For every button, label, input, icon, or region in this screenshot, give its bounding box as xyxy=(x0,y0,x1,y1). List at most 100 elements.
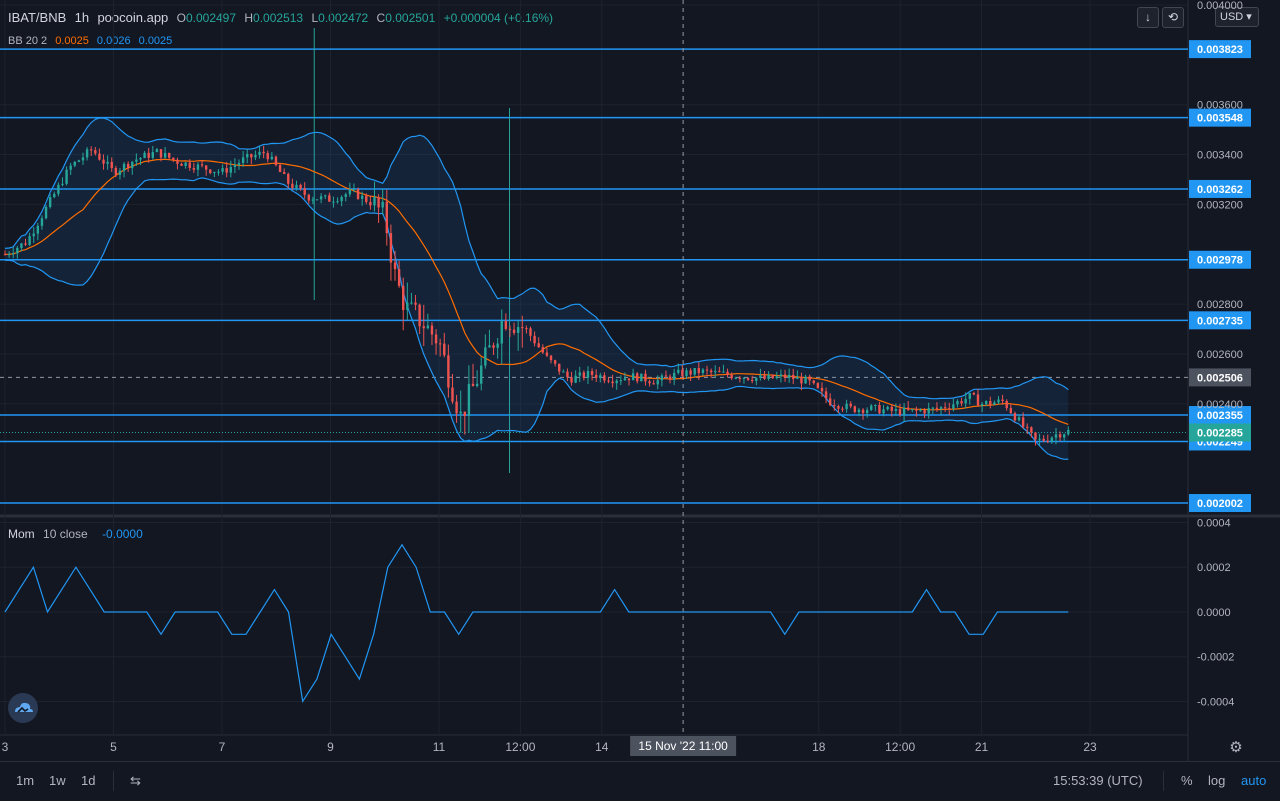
candle-body xyxy=(664,375,668,377)
chart-canvas[interactable]: 0.003823 0.003548 0.003262 0.002978 0.002735… xyxy=(0,0,1280,761)
scroll-to-latest-button[interactable]: ↓ xyxy=(1137,7,1159,28)
candle-body xyxy=(180,163,183,166)
candle-body xyxy=(582,372,586,378)
candle-body xyxy=(278,165,282,173)
candle-body xyxy=(250,154,253,158)
candle-body xyxy=(434,334,438,344)
candle-body xyxy=(163,152,167,158)
candle-body xyxy=(841,408,844,410)
log-scale-button[interactable]: log xyxy=(1208,773,1226,788)
candle-body xyxy=(356,189,360,199)
candle-body xyxy=(529,328,532,336)
candle-body xyxy=(274,156,278,166)
gear-icon[interactable]: ⚙ xyxy=(1229,739,1242,756)
mom-value: -0.0000 xyxy=(102,527,143,541)
candle-body xyxy=(336,201,339,203)
candle-body xyxy=(558,363,561,372)
candle-body xyxy=(340,196,343,202)
candle-body xyxy=(775,376,779,379)
candle-body xyxy=(414,302,417,305)
candle-body xyxy=(422,326,425,329)
candle-body xyxy=(217,171,220,173)
candle-body xyxy=(53,193,56,198)
candle-body xyxy=(126,163,130,168)
auto-scale-button[interactable]: auto xyxy=(1241,773,1267,788)
candle-body xyxy=(1054,434,1058,438)
candle-body xyxy=(3,254,7,256)
candle-body xyxy=(118,170,122,175)
candle-body xyxy=(131,161,134,168)
candle-body xyxy=(172,157,175,160)
bottom-toolbar: 1m 1w 1d ⇆ 15:53:39 (UTC) % log auto xyxy=(0,761,1280,801)
y-tick-label: 0.003600 xyxy=(1197,100,1243,112)
symbol-label[interactable]: IBAT/BNB xyxy=(8,10,67,25)
candle-body xyxy=(541,347,545,353)
price-label-box xyxy=(1189,179,1251,198)
price-label-box xyxy=(1189,108,1251,127)
candle-body xyxy=(919,410,922,412)
candle-body xyxy=(110,161,113,169)
candle-body xyxy=(393,262,397,270)
range-1w-button[interactable]: 1w xyxy=(49,773,66,788)
mom-y-tick-label: -0.0004 xyxy=(1197,696,1234,708)
x-tick-label: 14 xyxy=(595,740,609,754)
change-value: +0.000004 (+0.16%) xyxy=(443,11,554,25)
mom-legend[interactable]: Mom 10 close -0.0000 xyxy=(8,527,148,541)
cloud-logo-icon[interactable] xyxy=(8,693,38,723)
candle-body xyxy=(997,399,1000,403)
open-label: O0.002497 xyxy=(176,11,237,25)
candle-body xyxy=(1042,438,1045,441)
candle-body xyxy=(1062,434,1066,438)
candle-body xyxy=(1005,401,1008,409)
candle-body xyxy=(746,377,750,380)
candle-body xyxy=(122,163,126,171)
high-label: H0.002513 xyxy=(244,11,304,25)
x-tick-label: 12:00 xyxy=(505,740,535,754)
candle-body xyxy=(902,407,906,415)
candle-body xyxy=(139,157,142,160)
candle-body xyxy=(886,406,889,410)
range-1d-button[interactable]: 1d xyxy=(81,773,96,788)
horizontal-levels: 0.003823 0.003548 0.003262 0.002978 0.002735… xyxy=(0,0,1251,756)
candle-body xyxy=(508,328,512,330)
candle-body xyxy=(738,377,742,379)
interval-label[interactable]: 1h xyxy=(74,10,90,25)
compare-icon[interactable]: ⇆ xyxy=(130,773,141,788)
candle-body xyxy=(254,155,257,158)
candle-body xyxy=(972,392,976,395)
currency-select[interactable]: USD ▾ xyxy=(1215,7,1259,27)
candle-body xyxy=(521,327,524,329)
candle-body xyxy=(1046,440,1049,442)
candle-body xyxy=(1026,426,1029,428)
percent-scale-button[interactable]: % xyxy=(1181,773,1193,788)
candle-body xyxy=(282,172,286,174)
mom-y-tick-label: -0.0002 xyxy=(1197,652,1234,664)
candle-body xyxy=(184,162,187,166)
candle-body xyxy=(451,387,454,402)
candle-body xyxy=(890,406,893,411)
candle-body xyxy=(545,352,549,356)
candle-body xyxy=(693,368,696,375)
momentum-pane xyxy=(4,543,1069,704)
candle-body xyxy=(114,168,118,175)
candle-body xyxy=(200,164,204,166)
candles xyxy=(3,145,1070,446)
candle-body xyxy=(956,401,959,405)
candle-body xyxy=(28,236,31,245)
clock-time[interactable]: 15:53:39 (UTC) xyxy=(1053,773,1143,788)
candle-body xyxy=(804,376,807,384)
reset-chart-button[interactable]: ⟲ xyxy=(1162,7,1184,28)
candle-body xyxy=(270,156,274,160)
candle-body xyxy=(948,408,951,410)
candle-body xyxy=(574,375,577,383)
candle-body xyxy=(964,398,967,404)
range-1m-button[interactable]: 1m xyxy=(16,773,35,788)
candle-body xyxy=(426,325,430,329)
candle-body xyxy=(685,370,688,377)
candle-body xyxy=(102,159,105,164)
candle-body xyxy=(196,164,200,170)
candle-body xyxy=(861,409,865,414)
candle-body xyxy=(266,153,269,160)
price-label: 0.002978 xyxy=(1197,255,1243,267)
candle-body xyxy=(246,154,249,158)
